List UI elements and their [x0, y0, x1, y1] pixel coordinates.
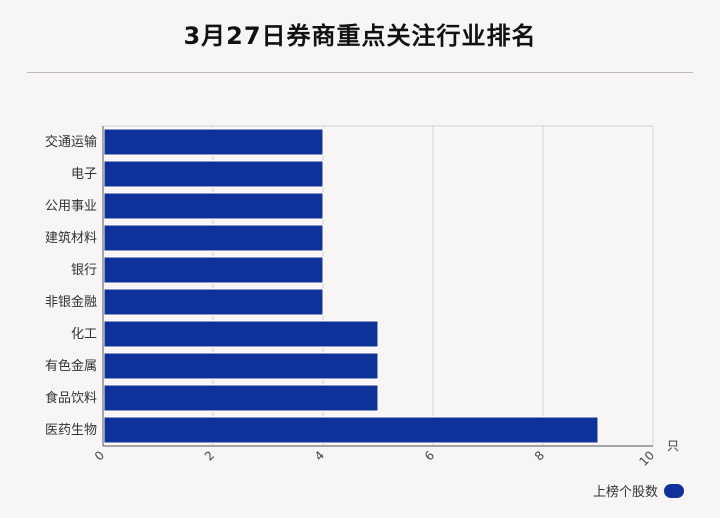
- bar: [103, 128, 324, 156]
- x-tick-label: 2: [202, 448, 217, 463]
- bar: [103, 320, 379, 348]
- category-label: 有色金属: [45, 358, 97, 374]
- x-axis-unit-label: 只: [667, 439, 679, 453]
- category-label: 银行: [71, 263, 97, 278]
- bar: [103, 352, 379, 380]
- category-label: 非银金融: [45, 294, 97, 310]
- category-label: 交通运输: [45, 134, 97, 150]
- bar: [103, 160, 324, 188]
- category-label: 建筑材料: [45, 230, 97, 246]
- category-label: 电子: [71, 167, 97, 182]
- category-label: 公用事业: [45, 199, 97, 214]
- bar: [103, 256, 324, 284]
- legend-swatch: [664, 483, 684, 498]
- category-label: 医药生物: [45, 423, 97, 438]
- bar: [103, 384, 379, 412]
- bar: [103, 192, 324, 220]
- x-tick-label: 8: [532, 448, 547, 463]
- bar: [103, 224, 324, 252]
- chart-title: 3月27日券商重点关注行业排名: [183, 22, 537, 50]
- x-tick-label: 10: [636, 448, 657, 469]
- category-label: 食品饮料: [45, 390, 97, 406]
- x-tick-label: 4: [312, 448, 327, 463]
- x-tick-label: 0: [92, 448, 107, 463]
- legend: 上榜个股数: [593, 481, 684, 500]
- bar: [103, 288, 324, 316]
- legend-label: 上榜个股数: [592, 485, 658, 500]
- category-label: 化工: [71, 327, 97, 342]
- title-divider: [27, 72, 693, 73]
- bar: [103, 416, 599, 444]
- x-tick-label: 6: [422, 448, 437, 463]
